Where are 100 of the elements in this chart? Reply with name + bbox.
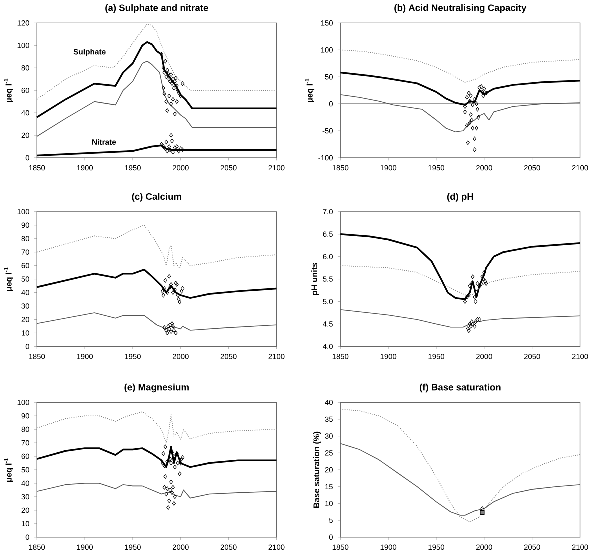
point [170,460,174,466]
point [168,79,172,84]
point [181,455,185,460]
point [174,76,178,80]
point [160,142,164,147]
point [484,281,488,286]
point [473,324,477,329]
point [175,84,179,88]
point [173,288,177,292]
point [175,144,179,149]
point [173,145,177,150]
point [170,480,174,484]
point [168,284,172,290]
point [482,270,486,275]
point [172,86,176,90]
point [476,317,480,322]
point [171,324,175,329]
line-series [36,41,278,118]
point [168,488,172,492]
point [164,278,168,283]
point [471,102,475,108]
point [164,140,168,144]
point [166,486,170,491]
point [480,274,484,280]
point [162,464,166,468]
point [482,86,486,92]
point [469,324,473,329]
point [162,451,166,456]
point [482,94,486,98]
point [177,148,181,154]
line-series [36,482,278,499]
point [171,76,175,82]
point [166,324,170,329]
point [170,329,174,334]
point [180,456,184,462]
chart-title: (a) Sulphate and nitrate [106,4,208,13]
line-series [340,94,581,132]
point [469,94,473,98]
point [164,99,168,104]
point [181,81,185,86]
point [474,299,478,304]
point [484,279,488,284]
point [467,90,471,96]
point [478,317,482,322]
point [471,322,475,326]
point [179,94,183,98]
point [171,290,175,295]
point [465,294,469,300]
point [471,274,475,280]
point [164,74,168,80]
point [476,281,480,286]
y-axis-title: Base saturation (%) [313,432,322,508]
point [179,460,183,466]
point [173,79,177,84]
point [164,328,168,333]
point [170,490,174,495]
line-series [340,309,581,328]
point [471,126,475,130]
point [162,86,166,90]
point [474,126,479,130]
point [468,322,472,326]
point [478,284,482,288]
point [164,474,168,479]
chart-title: (c) Calcium [132,193,182,202]
point [474,320,478,324]
y-axis-title: pH units [311,262,320,296]
point [168,274,172,279]
point [170,102,174,106]
point [172,501,176,506]
point [476,107,480,112]
point [467,292,471,298]
line-series [36,24,278,100]
point [480,84,484,89]
chart-title: (d) pH [447,193,474,202]
point [480,90,484,94]
point [468,120,472,126]
point [162,286,166,291]
point [162,293,166,298]
point [171,485,175,490]
point [179,146,183,152]
point [162,144,166,149]
point [168,144,172,149]
point [473,147,477,152]
point [465,95,469,100]
y-axis-title: μeq l$^{-1}$ [4,78,14,102]
line-series [340,265,581,298]
line-series [340,233,582,300]
point [175,99,179,104]
point [468,98,472,104]
line-series [36,224,278,269]
point [164,492,168,496]
point [468,284,472,288]
point [174,330,178,336]
line-series [36,60,278,137]
line-series [36,446,278,468]
point [175,282,179,287]
chart-title: (e) Magnesium [124,384,189,392]
point [164,58,168,64]
y-axis-title: μeq l$^{-1}$ [4,458,14,482]
point [465,123,469,128]
